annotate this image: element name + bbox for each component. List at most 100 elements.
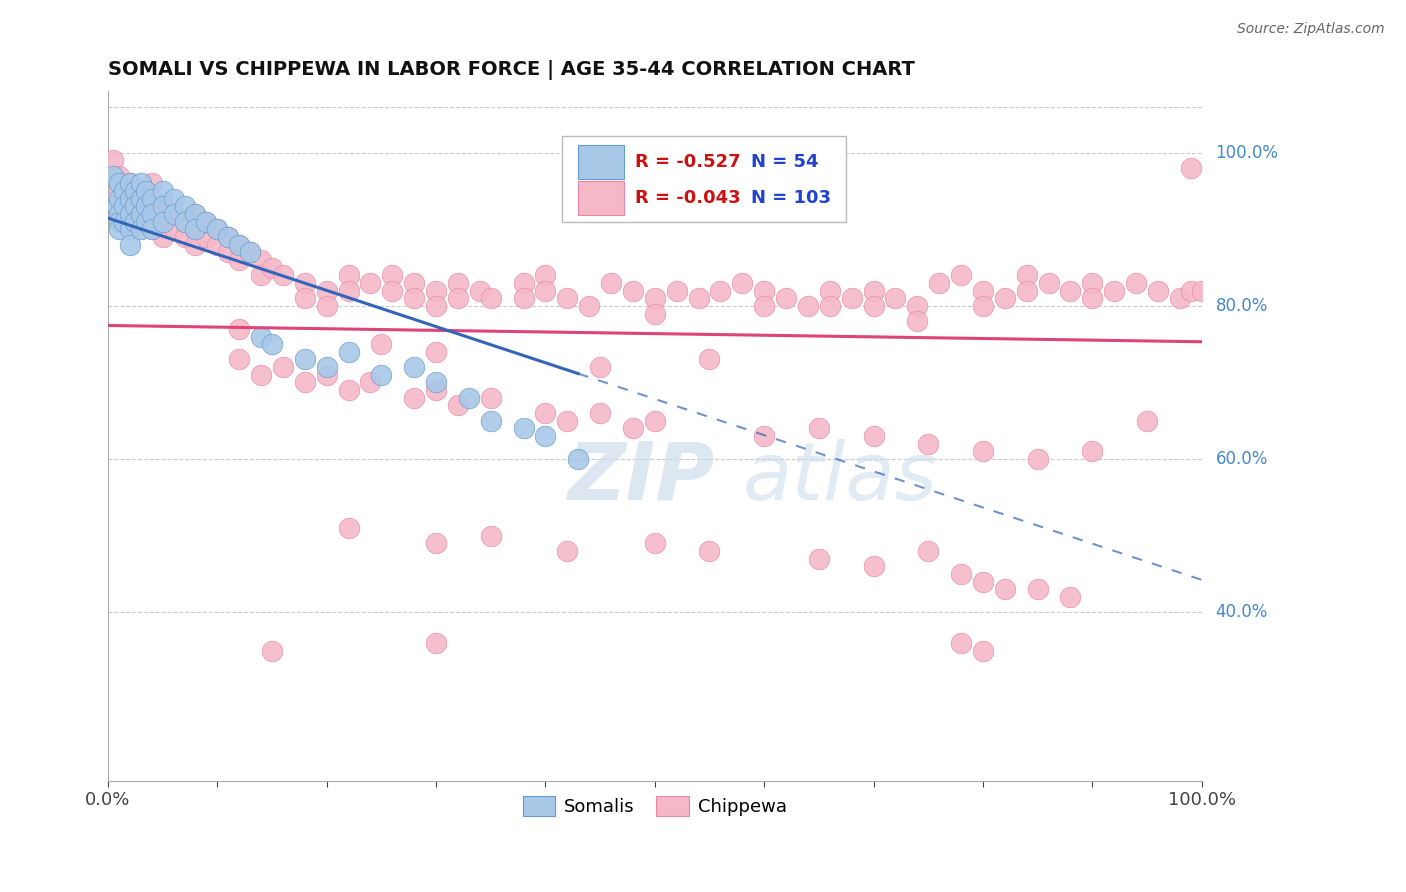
Point (479, 291, 502, 305)
Point (129, 214, 152, 228)
Point (184, 207, 207, 221)
Point (184, 207, 207, 221)
Point (250, 252, 273, 267)
Point (135, 214, 157, 228)
Point (271, 360, 294, 375)
Point (250, 268, 273, 283)
Point (162, 207, 184, 221)
Point (152, 199, 174, 213)
Point (994, 582, 1017, 597)
Point (425, 383, 447, 397)
Point (129, 222, 152, 236)
Point (337, 344, 360, 359)
Point (228, 237, 250, 252)
Point (621, 284, 644, 298)
Point (972, 299, 994, 313)
Point (555, 544, 578, 558)
Point (754, 284, 776, 298)
Point (665, 284, 688, 298)
Point (359, 276, 381, 290)
Point (555, 414, 578, 428)
Point (884, 291, 907, 305)
Point (1026, 452, 1049, 467)
Point (108, 184, 131, 198)
Point (479, 529, 502, 543)
Point (457, 391, 479, 405)
Point (905, 314, 928, 328)
Point (1168, 291, 1191, 305)
Point (118, 222, 141, 236)
Point (112, 214, 135, 228)
Point (862, 284, 884, 298)
Point (141, 222, 163, 236)
Point (162, 222, 184, 236)
Point (129, 176, 152, 190)
Point (1125, 276, 1147, 290)
Point (108, 214, 131, 228)
Point (1026, 582, 1049, 597)
Point (359, 376, 381, 390)
Point (315, 299, 337, 313)
Point (250, 368, 273, 382)
Point (118, 207, 141, 221)
Text: N = 54: N = 54 (751, 153, 818, 171)
Point (1180, 161, 1202, 175)
Point (950, 268, 973, 283)
Point (141, 192, 163, 206)
Point (124, 184, 146, 198)
Point (404, 291, 426, 305)
Point (1038, 276, 1060, 290)
Point (917, 437, 939, 451)
Point (425, 284, 447, 298)
Point (217, 230, 239, 244)
Point (294, 291, 316, 305)
Point (699, 544, 721, 558)
Point (118, 192, 141, 206)
Point (688, 291, 710, 305)
Point (141, 207, 163, 221)
FancyBboxPatch shape (562, 136, 846, 222)
Point (337, 284, 360, 298)
Point (404, 360, 426, 375)
Point (621, 421, 644, 435)
Point (315, 360, 337, 375)
Point (103, 153, 125, 168)
Point (162, 192, 184, 206)
Point (195, 230, 218, 244)
Point (118, 176, 141, 190)
Point (479, 414, 502, 428)
Point (228, 252, 250, 267)
Point (118, 237, 141, 252)
Point (404, 276, 426, 290)
Point (1059, 284, 1081, 298)
Text: 80.0%: 80.0% (1216, 297, 1268, 315)
Point (135, 199, 157, 213)
Point (152, 199, 174, 213)
Point (1191, 284, 1213, 298)
Point (972, 444, 994, 458)
Point (294, 276, 316, 290)
Point (260, 337, 283, 351)
Point (972, 643, 994, 657)
Point (512, 291, 534, 305)
Legend: Somalis, Chippewa: Somalis, Chippewa (516, 789, 794, 823)
Point (807, 421, 830, 435)
Point (1015, 268, 1038, 283)
Point (699, 352, 721, 367)
Point (567, 452, 589, 467)
Point (1081, 276, 1104, 290)
Point (108, 176, 131, 190)
Point (905, 299, 928, 313)
Point (754, 429, 776, 443)
Point (775, 291, 797, 305)
Point (337, 383, 360, 397)
Point (512, 276, 534, 290)
Point (294, 376, 316, 390)
Point (589, 360, 612, 375)
Point (950, 636, 973, 650)
Text: 40.0%: 40.0% (1216, 603, 1268, 622)
Point (644, 291, 666, 305)
Point (260, 260, 283, 275)
Point (1081, 444, 1104, 458)
Point (124, 199, 146, 213)
